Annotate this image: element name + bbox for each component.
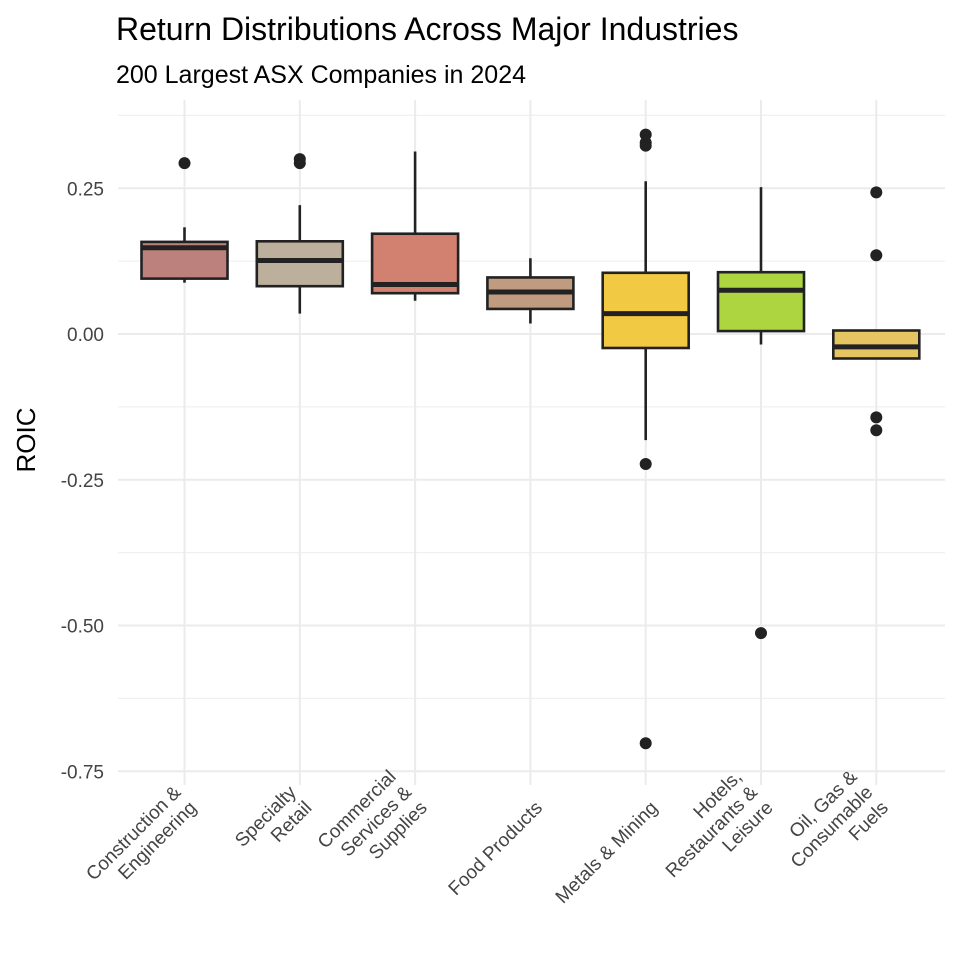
x-tick-label: Food Products [445,798,547,900]
chart-subtitle: 200 Largest ASX Companies in 2024 [116,61,526,89]
box-4 [486,258,575,324]
box-2 [255,153,345,314]
x-tick-label: Metals & Mining [552,798,662,908]
box-5 [601,128,691,750]
outlier-point [870,249,883,262]
outlier-point [178,157,191,170]
box-body [601,271,691,350]
outlier-point [293,153,306,166]
outlier-point [870,186,883,199]
y-tick-label: -0.25 [61,471,104,492]
y-axis-label: ROIC [11,408,41,473]
outlier-point [639,737,652,750]
x-tick-label: Hotels,Restaurants &Leisure [646,766,777,897]
x-tick-label: Oil, Gas &ConsumableFuels [771,766,893,888]
y-tick-label: -0.75 [61,762,104,783]
outlier-point [755,627,767,640]
y-tick-label: 0.25 [67,179,104,200]
box-3 [370,151,460,301]
x-tick-label: Construction &Engineering [82,782,201,901]
y-tick-label: -0.50 [61,617,104,638]
grid [118,100,945,785]
x-tick-label-line: Metals & Mining [552,798,662,908]
box-body [255,240,345,288]
box-6 [716,187,806,640]
outlier-point [639,458,652,471]
outlier-point [639,128,652,141]
x-axis-ticks: Construction &Engineering SpecialtyRetail… [82,766,893,908]
outlier-point [870,424,883,437]
x-tick-label-line: Food Products [445,798,547,900]
box-body [716,270,806,333]
outlier-point [870,411,883,424]
box-7 [831,186,921,437]
y-tick-label: 0.00 [67,325,104,346]
boxplots [140,128,921,750]
x-tick-label: SpecialtyRetail [231,782,316,867]
chart-title: Return Distributions Across Major Indust… [116,11,738,47]
box-1 [140,157,229,283]
y-axis-ticks: 0.25 0.00 -0.25 -0.50 -0.75 [61,179,104,783]
